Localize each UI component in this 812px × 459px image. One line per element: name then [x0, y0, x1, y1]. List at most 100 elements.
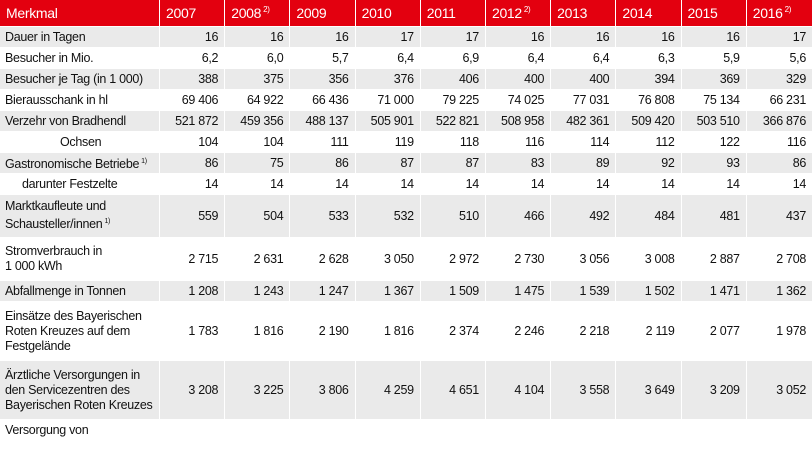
cell-value: 3 558 — [551, 360, 617, 419]
cell-value: 3 050 — [355, 237, 421, 280]
cell-value: 114 — [551, 131, 617, 152]
cell-value: 69 406 — [160, 89, 226, 110]
header-year-2011: 2011 — [420, 0, 486, 26]
cell-value: 14 — [355, 173, 421, 194]
year-label: 2014 — [622, 5, 653, 21]
table-row: Besucher je Tag (in 1 000) 388 375 356 376 40… — [0, 68, 812, 89]
cell-value: 17 — [355, 26, 421, 47]
row-label-text: Marktkaufleute und Schausteller/innen — [5, 199, 106, 232]
header-year-2007: 2007 — [160, 0, 226, 26]
cell-value: 6,4 — [551, 47, 617, 68]
cell-value: 532 — [355, 194, 421, 237]
cell-value: 87 — [355, 152, 421, 173]
cell-value: 388 — [160, 68, 226, 89]
cell-value: 112 — [616, 131, 682, 152]
cell-value: 2 190 — [290, 301, 356, 360]
row-label-text: Ärztliche Versorgungen in den Servicezent… — [5, 367, 153, 412]
cell-value: 14 — [681, 173, 747, 194]
cell-value: 482 361 — [551, 110, 617, 131]
header-year-2008: 2008 2) — [225, 0, 291, 26]
cell-value: 1 539 — [551, 280, 617, 301]
year-label: 2010 — [361, 5, 392, 21]
cell-value: 3 649 — [616, 360, 682, 419]
year-label: 2008 — [231, 5, 262, 21]
header-label-merkmal: Merkmal — [0, 0, 161, 26]
cell-value: 87 — [420, 152, 486, 173]
cell-value: 1 816 — [355, 301, 421, 360]
table-row: Ochsen 104 104 111 119 118 116 114 112 122 116 — [0, 131, 812, 152]
cell-value: 14 — [746, 173, 812, 194]
cell-value: 64 922 — [225, 89, 291, 110]
footnote-marker: 2) — [784, 5, 792, 15]
cell-value: 5,9 — [681, 47, 747, 68]
header-year-2009: 2009 — [290, 0, 356, 26]
row-label: Einsätze des Bayerischen Roten Kreuzes au… — [0, 301, 161, 360]
header-year-2016: 2016 2) — [746, 0, 812, 26]
cell-value: 14 — [225, 173, 291, 194]
row-label: darunter Festzelte — [0, 173, 161, 194]
cell-value: 492 — [551, 194, 617, 237]
cell-value: 2 730 — [485, 237, 552, 280]
cell-value: 510 — [420, 194, 486, 237]
cell-value: 14 — [485, 173, 552, 194]
cell-value: 505 901 — [355, 110, 421, 131]
cell-value: 1 816 — [225, 301, 291, 360]
cell-value: 2 077 — [681, 301, 747, 360]
cell-value: 376 — [355, 68, 421, 89]
year-label: 2012 — [491, 5, 522, 21]
header-year-2012: 2012 2) — [485, 0, 552, 26]
cell-value: 437 — [746, 194, 812, 237]
row-label: Gastronomische Betriebe 1) — [0, 152, 161, 173]
cell-value: 66 231 — [746, 89, 812, 110]
cell-value: 1 475 — [485, 280, 552, 301]
cell-value — [551, 419, 617, 443]
cell-value: 6,4 — [355, 47, 421, 68]
table-row: darunter Festzelte 14 14 14 14 14 14 14 14 14 14 — [0, 173, 812, 194]
footnote-marker: 1) — [104, 218, 111, 226]
cell-value: 14 — [616, 173, 682, 194]
table-row: Dauer in Tagen 16 16 16 17 17 16 16 16 16 17 — [0, 26, 812, 47]
cell-value: 4 651 — [420, 360, 486, 419]
cell-value: 488 137 — [290, 110, 356, 131]
cell-value: 6,3 — [616, 47, 682, 68]
cell-value: 2 887 — [681, 237, 747, 280]
cell-value: 559 — [160, 194, 226, 237]
cell-value: 484 — [616, 194, 682, 237]
cell-value: 111 — [290, 131, 356, 152]
cell-value: 16 — [616, 26, 682, 47]
cell-value: 504 — [225, 194, 291, 237]
cell-value — [485, 419, 552, 443]
row-label-text: Dauer in Tagen — [5, 29, 86, 44]
cell-value: 2 246 — [485, 301, 552, 360]
cell-value: 503 510 — [681, 110, 747, 131]
cell-value: 14 — [290, 173, 356, 194]
cell-value: 66 436 — [290, 89, 356, 110]
row-label-text: Einsätze des Bayerischen Roten Kreuzes au… — [5, 308, 142, 353]
cell-value: 1 243 — [225, 280, 291, 301]
cell-value: 3 208 — [160, 360, 226, 419]
row-label-text: Verzehr von Bradhendl — [5, 113, 126, 128]
cell-value: 6,2 — [160, 47, 226, 68]
cell-value: 75 — [225, 152, 291, 173]
row-label-text: Versorgung von — [5, 423, 89, 437]
footnote-marker: 2) — [523, 5, 531, 15]
cell-value: 3 209 — [681, 360, 747, 419]
cell-value: 4 104 — [485, 360, 552, 419]
cell-value: 104 — [225, 131, 291, 152]
row-label-text: Gastronomische Betriebe — [5, 157, 140, 172]
year-label: 2015 — [687, 5, 718, 21]
cell-value: 16 — [160, 26, 226, 47]
table-row: Besucher in Mio. 6,2 6,0 5,7 6,4 6,9 6,4 6,4 6,3… — [0, 47, 812, 68]
cell-value: 521 872 — [160, 110, 226, 131]
table-row: Verzehr von Bradhendl 521 872 459 356 488 1… — [0, 110, 812, 131]
table-row: Marktkaufleute und Schausteller/innen 1) 55… — [0, 194, 812, 237]
row-label: Ochsen — [0, 131, 161, 152]
cell-value: 16 — [551, 26, 617, 47]
row-label: Dauer in Tagen — [0, 26, 161, 47]
cell-value: 86 — [290, 152, 356, 173]
cell-value: 71 000 — [355, 89, 421, 110]
cell-value: 6,9 — [420, 47, 486, 68]
cell-value — [616, 419, 682, 443]
cell-value: 79 225 — [420, 89, 486, 110]
cell-value: 17 — [420, 26, 486, 47]
